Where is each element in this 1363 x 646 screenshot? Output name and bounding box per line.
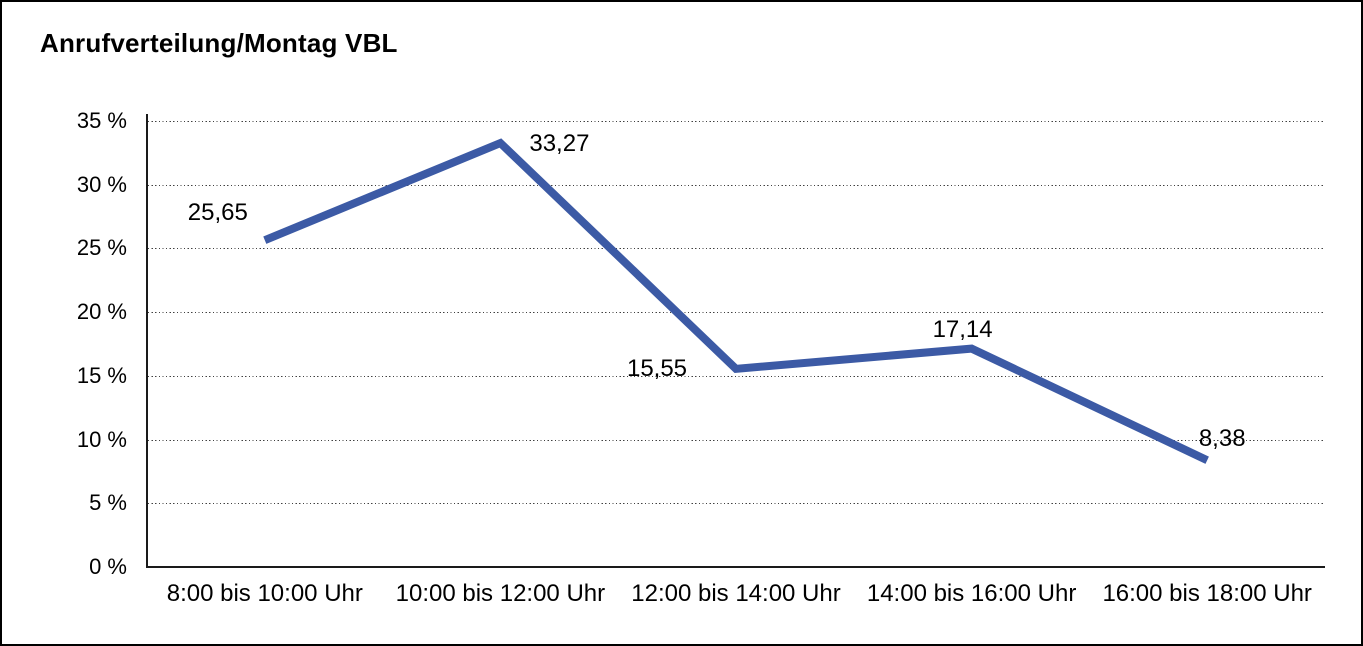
- data-label-4: 8,38: [1198, 425, 1246, 453]
- gridline-10: [148, 439, 1325, 441]
- gridline-35: [148, 121, 1325, 122]
- x-axis-label-4: 16:00 bis 18:00 Uhr: [1102, 580, 1312, 607]
- x-axis-label-0: 8:00 bis 10:00 Uhr: [166, 580, 363, 607]
- chart-title: Anrufverteilung/Montag VBL: [40, 28, 398, 58]
- x-axis-label-3: 14:00 bis 16:00 Uhr: [866, 580, 1077, 607]
- y-axis-label-15: 15 %: [76, 362, 127, 388]
- y-axis-label-5: 5 %: [89, 490, 127, 516]
- y-axis-label-30: 30 %: [76, 171, 127, 197]
- gridline-20: [148, 312, 1325, 314]
- y-axis-label-25: 25 %: [76, 235, 127, 261]
- data-label-0: 25,65: [187, 199, 248, 227]
- y-axis-label-35: 35 %: [76, 108, 127, 133]
- y-axis-line: [146, 114, 148, 568]
- x-axis-line: [146, 566, 1325, 568]
- y-axis-label-10: 10 %: [76, 426, 127, 452]
- data-label-3: 17,14: [932, 315, 993, 343]
- x-axis-label-2: 12:00 bis 14:00 Uhr: [631, 580, 841, 607]
- y-axis-label-0: 0 %: [89, 554, 127, 579]
- gridline-30: [148, 184, 1325, 186]
- series-polyline: [263, 138, 1209, 464]
- gridline-15: [148, 375, 1325, 377]
- y-axis-label-20: 20 %: [76, 299, 127, 325]
- x-axis-label-1: 10:00 bis 12:00 Uhr: [395, 580, 606, 607]
- data-label-1: 33,27: [529, 130, 590, 158]
- gridline-5: [148, 503, 1325, 505]
- data-label-2: 15,55: [626, 354, 688, 382]
- gridline-25: [148, 248, 1325, 250]
